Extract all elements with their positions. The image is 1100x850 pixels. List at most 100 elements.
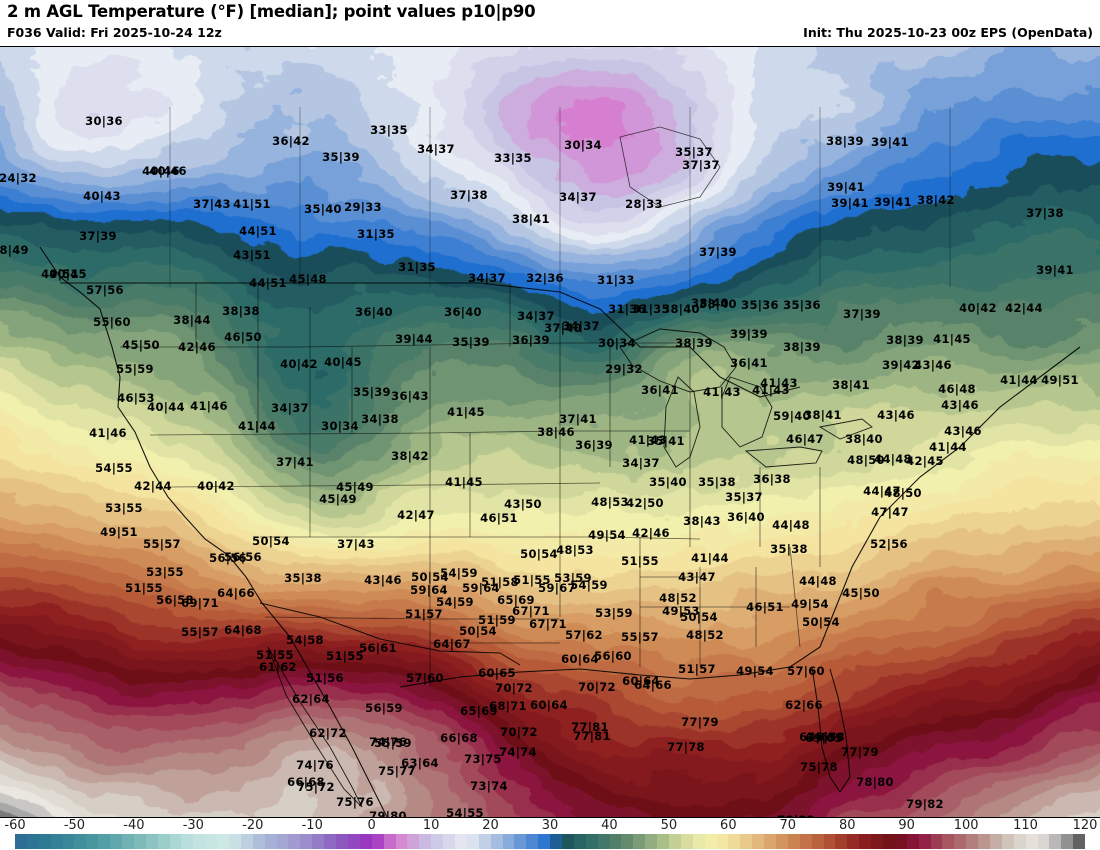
- point-value-label: 51|55: [513, 573, 551, 587]
- color-scale-cell: [336, 834, 348, 849]
- point-value-label: 30|34: [321, 419, 359, 433]
- point-value-label: 65|69: [497, 593, 535, 607]
- point-value-label: 62|72: [309, 726, 347, 740]
- point-value-label: 50|54: [680, 610, 718, 624]
- point-value-label: 41|44: [929, 440, 967, 454]
- point-value-label: 67|71: [529, 617, 567, 631]
- color-scale-cell: [252, 834, 265, 849]
- point-value-label: 60|65: [478, 666, 516, 680]
- point-value-label: 42|45: [906, 454, 944, 468]
- color-scale-cell: [1061, 834, 1074, 849]
- color-scale-cell: [181, 834, 194, 849]
- point-value-label: 38|42: [917, 193, 955, 207]
- color-scale-tick-label: 80: [838, 818, 856, 833]
- color-scale-cell: [787, 834, 800, 849]
- point-value-label: 51|59: [478, 613, 516, 627]
- point-value-label: 45|50: [842, 586, 880, 600]
- point-value-label: 53|59: [595, 606, 633, 620]
- point-value-label: 51|55: [256, 648, 294, 662]
- point-value-label: 38|46: [537, 425, 575, 439]
- point-value-label: 31|36: [608, 302, 646, 316]
- point-value-label: 29|33: [344, 200, 382, 214]
- point-value-label: 73|75: [464, 752, 502, 766]
- point-value-label: 67|71: [512, 604, 550, 618]
- point-value-label: 55|57: [621, 630, 659, 644]
- point-value-label: 56|60: [594, 649, 632, 663]
- point-value-label: 35|36: [783, 298, 821, 312]
- color-scale-cell: [633, 834, 646, 849]
- map-viewport[interactable]: 24|3230|3640|4337|3948|4940|4549|5157|56…: [0, 46, 1100, 818]
- point-value-label: 31|35: [632, 302, 670, 316]
- point-value-label: 75|72: [297, 780, 335, 794]
- point-value-label: 49|54: [791, 597, 829, 611]
- point-value-label: 66|68: [287, 775, 325, 789]
- point-value-label: 35|39: [353, 385, 391, 399]
- color-scale-cell: [312, 834, 325, 849]
- color-scale-cell: [621, 834, 634, 849]
- point-value-label: 75|76: [336, 795, 374, 809]
- point-value-label: 64|65: [799, 730, 837, 744]
- point-value-label: 40|42: [959, 301, 997, 315]
- point-value-label: 45|50: [122, 338, 160, 352]
- point-value-label: 36|41: [730, 356, 768, 370]
- color-scale-cell: [990, 834, 1002, 849]
- point-value-label: 38|41: [832, 378, 870, 392]
- point-value-labels: 24|3230|3640|4337|3948|4940|4549|5157|56…: [0, 47, 1100, 817]
- color-scale-cell: [776, 834, 788, 849]
- color-scale-tick-label: 90: [898, 818, 915, 833]
- color-scale-cell: [324, 834, 337, 849]
- point-value-label: 39|41: [1036, 263, 1074, 277]
- point-value-label: 49|53: [662, 604, 700, 618]
- color-scale-cell: [1049, 834, 1062, 849]
- color-scale-cell: [383, 834, 396, 849]
- color-scale-cell: [930, 834, 943, 849]
- point-value-label: 55|57: [143, 537, 181, 551]
- color-scale-cell: [538, 834, 551, 849]
- point-value-label: 46|50: [224, 330, 262, 344]
- point-value-label: 38|38: [222, 304, 260, 318]
- point-value-label: 47|47: [871, 505, 909, 519]
- point-value-label: 51|57: [678, 662, 716, 676]
- color-scale-cell: [490, 834, 503, 849]
- color-scale-cell: [443, 834, 455, 849]
- color-scale-cell: [26, 834, 39, 849]
- point-value-label: 42|44: [134, 479, 172, 493]
- point-value-label: 37|43: [337, 537, 375, 551]
- color-scale-tick-label: 10: [422, 818, 440, 833]
- point-value-label: 37|39: [843, 307, 881, 321]
- point-value-label: 43|46: [941, 398, 979, 412]
- point-value-label: 55|59: [116, 362, 154, 376]
- color-scale-cell: [978, 834, 991, 849]
- color-scale-cell: [15, 834, 27, 849]
- point-value-label: 34|37: [559, 190, 597, 204]
- color-scale-cell: [395, 834, 408, 849]
- color-scale-cell: [288, 834, 301, 849]
- point-value-label: 37|39: [699, 245, 737, 259]
- point-value-label: 37|41: [276, 455, 314, 469]
- color-scale-cell: [966, 834, 979, 849]
- map-header: 2 m AGL Temperature (°F) [median]; point…: [0, 0, 1100, 46]
- color-scale-cell: [502, 834, 515, 849]
- lake-michigan: [663, 376, 701, 468]
- point-value-label: 36|41: [641, 383, 679, 397]
- point-value-label: 54|59: [436, 595, 474, 609]
- point-value-label: 45|49: [336, 480, 374, 494]
- color-scale-tick-label: 120: [1072, 818, 1098, 833]
- point-value-label: 56|59: [365, 701, 403, 715]
- point-value-label: 48|53: [591, 495, 629, 509]
- point-value-label: 36|38: [753, 472, 791, 486]
- point-value-label: 38|39: [675, 336, 713, 350]
- point-value-label: 31|33: [597, 273, 635, 287]
- point-value-label: 54|58: [286, 633, 324, 647]
- lake-superior: [619, 328, 737, 393]
- point-value-label: 41|44: [238, 419, 276, 433]
- point-value-label: 49|51: [1041, 373, 1079, 387]
- point-value-label: 34|37: [271, 401, 309, 415]
- coastline-baja: [267, 646, 363, 808]
- point-value-label: 64|66: [217, 586, 255, 600]
- point-value-label: 41|43: [760, 376, 798, 390]
- color-scale-cell: [38, 834, 51, 849]
- color-scale-cell: [704, 834, 717, 849]
- color-scale-cell: [942, 834, 955, 849]
- point-value-label: 39|41: [871, 135, 909, 149]
